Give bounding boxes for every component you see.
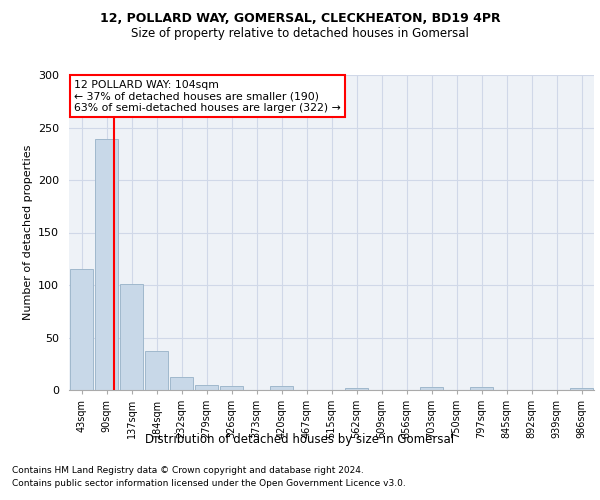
Bar: [145, 351, 169, 390]
Text: 12, POLLARD WAY, GOMERSAL, CLECKHEATON, BD19 4PR: 12, POLLARD WAY, GOMERSAL, CLECKHEATON, …: [100, 12, 500, 26]
Text: Size of property relative to detached houses in Gomersal: Size of property relative to detached ho…: [131, 28, 469, 40]
Text: Contains HM Land Registry data © Crown copyright and database right 2024.: Contains HM Land Registry data © Crown c…: [12, 466, 364, 475]
Bar: [269, 386, 293, 390]
Bar: [419, 387, 443, 390]
Text: 12 POLLARD WAY: 104sqm
← 37% of detached houses are smaller (190)
63% of semi-de: 12 POLLARD WAY: 104sqm ← 37% of detached…: [74, 80, 341, 113]
Bar: [70, 269, 94, 390]
Bar: [344, 388, 368, 390]
Text: Distribution of detached houses by size in Gomersal: Distribution of detached houses by size …: [145, 432, 455, 446]
Y-axis label: Number of detached properties: Number of detached properties: [23, 145, 32, 320]
Bar: [119, 284, 143, 390]
Text: Contains public sector information licensed under the Open Government Licence v3: Contains public sector information licen…: [12, 479, 406, 488]
Bar: [170, 378, 193, 390]
Bar: [95, 139, 118, 390]
Bar: [194, 385, 218, 390]
Bar: [220, 386, 244, 390]
Bar: [569, 388, 593, 390]
Bar: [470, 387, 493, 390]
